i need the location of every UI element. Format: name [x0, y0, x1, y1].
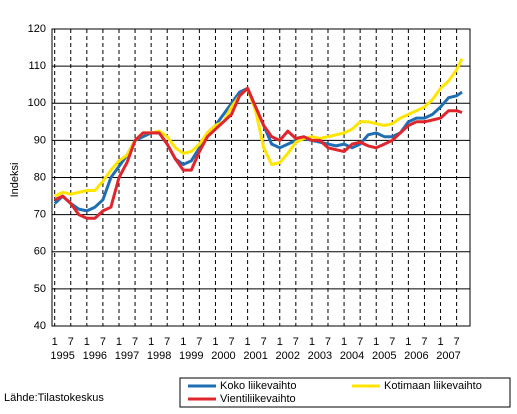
series-line	[54, 58, 464, 198]
x-tick-label: 7	[421, 336, 427, 348]
x-tick-label: 1	[245, 336, 251, 348]
y-tick-label: 100	[28, 97, 46, 109]
y-tick-label: 90	[34, 134, 46, 146]
year-label: 1998	[147, 350, 171, 362]
series-line	[54, 86, 463, 220]
year-label: 1999	[179, 350, 203, 362]
x-tick-label: 7	[196, 336, 202, 348]
x-tick-label: 1	[116, 336, 122, 348]
plot-border	[51, 28, 471, 327]
x-tick-label: 1	[373, 336, 379, 348]
legend-label: Vientiliikevaihto	[220, 393, 296, 405]
year-label: 1995	[50, 350, 74, 362]
x-tick-label: 7	[68, 336, 74, 348]
x-tick-label: 7	[454, 336, 460, 348]
y-tick-label: 60	[34, 246, 46, 258]
y-tick-label: 80	[34, 171, 46, 183]
x-tick-label: 1	[84, 336, 90, 348]
year-label: 2004	[340, 350, 364, 362]
x-tick-label: 7	[132, 336, 138, 348]
y-tick-label: 120	[28, 23, 46, 35]
x-tick-label: 1	[341, 336, 347, 348]
x-tick-label: 1	[437, 336, 443, 348]
year-label: 1996	[83, 350, 107, 362]
year-label: 2006	[404, 350, 428, 362]
y-axis-label: Indeksi	[9, 163, 21, 198]
year-label: 2003	[308, 350, 332, 362]
x-tick-label: 7	[293, 336, 299, 348]
x-tick-label: 7	[261, 336, 267, 348]
x-tick-label: 7	[325, 336, 331, 348]
year-label: 2000	[211, 350, 235, 362]
x-tick-label: 7	[164, 336, 170, 348]
year-label: 2005	[372, 350, 396, 362]
year-label: 2007	[436, 350, 460, 362]
y-tick-label: 110	[28, 60, 46, 72]
legend-box	[179, 377, 511, 408]
x-tick-label: 7	[389, 336, 395, 348]
legend-label: Koko liikevaihto	[220, 380, 296, 392]
x-tick-label: 1	[405, 336, 411, 348]
y-tick-label: 50	[34, 283, 46, 295]
source: Lähde:Tilastokeskus	[4, 392, 104, 404]
x-tick-label: 7	[228, 336, 234, 348]
legend-label: Kotimaan liikevaihto	[384, 380, 482, 392]
year-label: 2001	[243, 350, 267, 362]
x-tick-label: 1	[52, 336, 58, 348]
y-tick-label: 70	[34, 209, 46, 221]
y-tick-label: 40	[34, 320, 46, 332]
x-tick-label: 1	[309, 336, 315, 348]
x-tick-label: 1	[212, 336, 218, 348]
year-label: 2002	[276, 350, 300, 362]
x-tick-label: 7	[357, 336, 363, 348]
x-tick-label: 1	[148, 336, 154, 348]
year-label: 1997	[115, 350, 139, 362]
x-tick-label: 1	[180, 336, 186, 348]
x-tick-label: 1	[277, 336, 283, 348]
x-tick-label: 7	[100, 336, 106, 348]
